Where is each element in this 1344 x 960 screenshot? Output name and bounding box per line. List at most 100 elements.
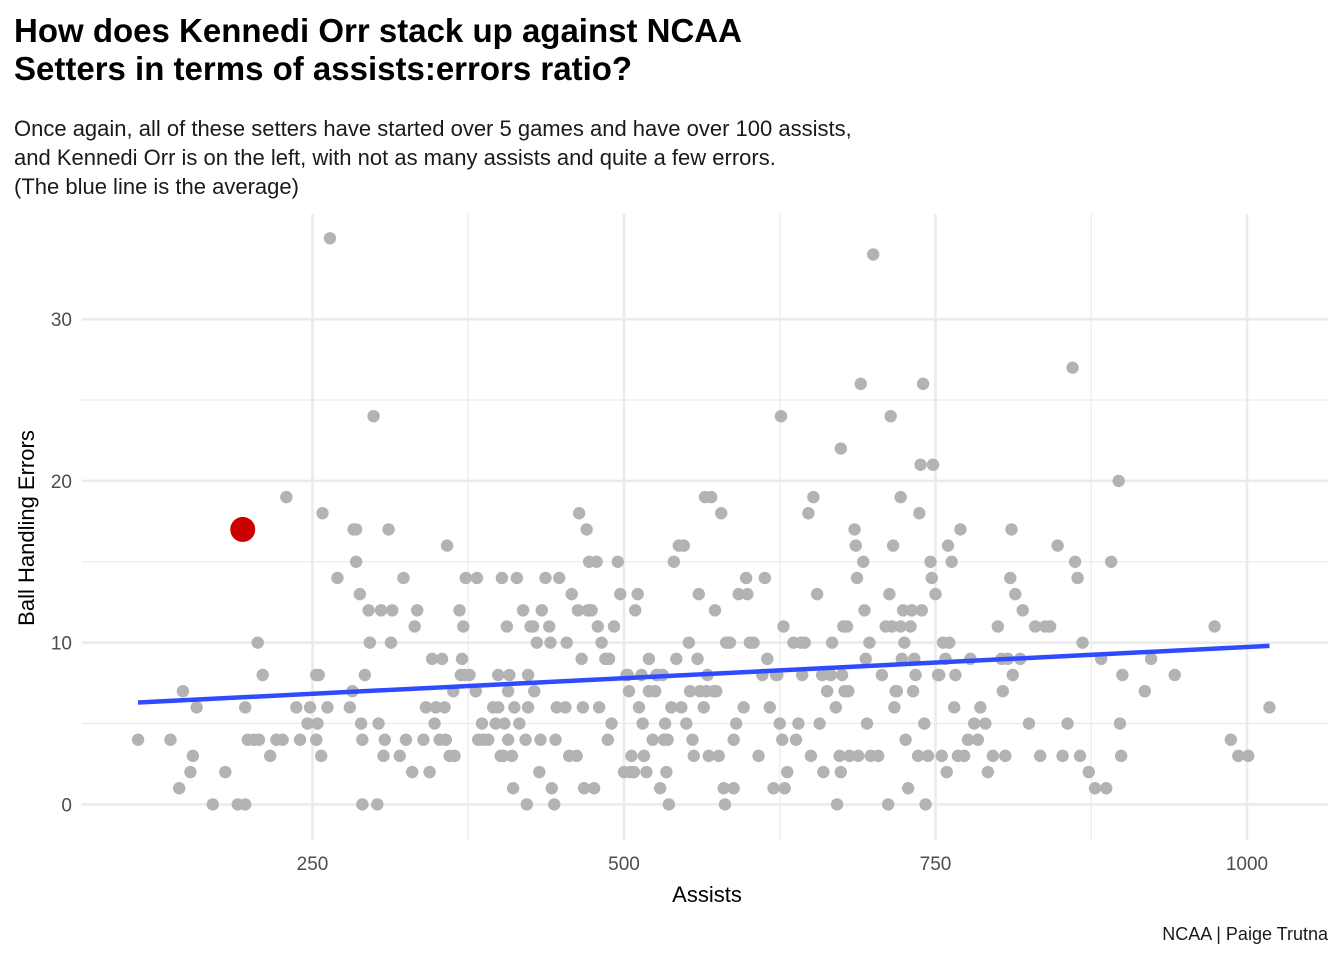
data-point — [386, 604, 399, 617]
data-point — [778, 782, 791, 795]
data-point — [858, 604, 871, 617]
data-point — [419, 701, 433, 714]
data-point — [935, 749, 948, 763]
data-point — [184, 765, 197, 779]
subtitle-line-2: and Kennedi Orr is on the left, with not… — [14, 145, 776, 170]
data-point — [1073, 749, 1087, 763]
data-point — [677, 539, 691, 552]
data-point — [971, 733, 985, 746]
data-point — [508, 701, 521, 714]
data-point — [1138, 684, 1152, 698]
data-point — [904, 620, 917, 633]
data-point — [820, 684, 834, 698]
data-point — [481, 733, 495, 746]
data-point — [521, 701, 535, 714]
data-point — [686, 733, 699, 746]
data-point — [438, 701, 451, 714]
data-point — [576, 701, 590, 714]
data-point — [190, 701, 203, 714]
data-point — [752, 749, 765, 763]
data-point — [637, 749, 651, 763]
data-point — [1068, 555, 1082, 568]
data-point — [915, 604, 929, 617]
data-point — [310, 733, 323, 746]
data-point — [435, 652, 449, 666]
data-point — [239, 798, 252, 811]
data-point — [642, 652, 656, 666]
data-point — [653, 782, 667, 795]
data-point — [1232, 749, 1245, 763]
data-point — [911, 749, 925, 763]
trend-line-group — [137, 643, 1270, 705]
data-point — [252, 733, 266, 746]
data-point — [1006, 668, 1019, 682]
subtitle-line-3: (The blue line is the average) — [14, 174, 299, 199]
data-point — [1004, 571, 1017, 585]
data-point — [967, 717, 981, 730]
data-point — [495, 571, 509, 585]
data-point — [417, 733, 430, 746]
data-point — [680, 717, 693, 730]
data-point — [506, 782, 520, 795]
data-point — [429, 701, 443, 714]
data-point — [602, 652, 616, 666]
data-point — [792, 717, 805, 730]
data-point — [590, 555, 603, 568]
data-point — [303, 701, 317, 714]
data-point — [665, 701, 678, 714]
highlight-point — [230, 516, 256, 542]
data-point — [513, 717, 526, 730]
data-point — [658, 717, 672, 730]
data-point — [919, 798, 932, 811]
data-point — [747, 636, 760, 649]
data-point — [896, 604, 910, 617]
data-point — [795, 668, 809, 682]
data-point — [1113, 717, 1127, 730]
data-point — [164, 733, 177, 746]
data-point — [636, 717, 649, 730]
data-point — [410, 604, 424, 617]
gridlines — [82, 214, 1328, 840]
data-point — [675, 701, 688, 714]
data-point — [503, 668, 516, 682]
data-point — [219, 765, 232, 779]
data-point — [439, 733, 453, 746]
data-point — [611, 555, 624, 568]
data-point — [491, 701, 505, 714]
data-point — [835, 668, 849, 682]
x-axis-label: Assists — [672, 882, 742, 907]
data-point — [1066, 361, 1079, 374]
caption: NCAA | Paige Trutna — [1162, 924, 1328, 944]
data-point — [849, 539, 862, 552]
data-point — [662, 798, 676, 811]
data-point — [848, 523, 861, 536]
data-point — [1082, 765, 1095, 779]
data-point — [1144, 652, 1158, 666]
data-point — [428, 717, 441, 730]
data-point — [363, 636, 377, 649]
data-point — [737, 701, 750, 714]
data-point — [349, 555, 363, 568]
data-point — [510, 571, 524, 585]
data-point — [918, 717, 931, 730]
data-point — [941, 539, 955, 552]
data-point — [500, 620, 514, 633]
data-point — [316, 507, 329, 520]
data-point — [565, 587, 578, 601]
data-point — [356, 798, 369, 811]
title-line-1: How does Kennedi Orr stack up against NC… — [14, 12, 742, 49]
data-point — [206, 798, 220, 811]
data-point — [901, 782, 915, 795]
data-point — [890, 684, 904, 698]
data-point — [798, 636, 811, 649]
data-point — [810, 587, 824, 601]
data-point — [834, 442, 848, 455]
data-point — [595, 636, 608, 649]
data-point — [940, 765, 953, 779]
data-point — [817, 765, 830, 779]
data-point — [393, 749, 406, 763]
title-line-2: Setters in terms of assists:errors ratio… — [14, 50, 633, 87]
data-point — [374, 604, 388, 617]
data-point — [408, 620, 421, 633]
data-point — [999, 749, 1012, 763]
